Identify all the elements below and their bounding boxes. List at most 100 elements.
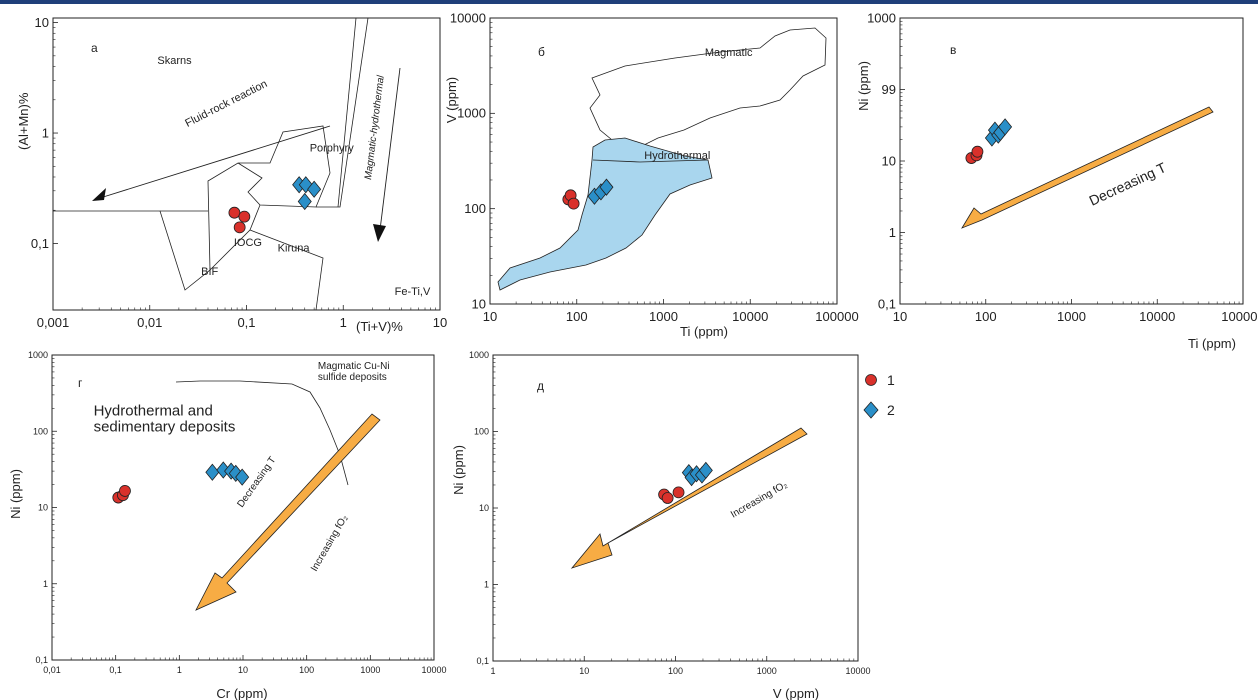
panel-d: г Decreasing T Increasing fO₂ Magmatic C… xyxy=(8,350,447,700)
panel-a-arrow-head-1 xyxy=(92,188,106,201)
data-point-group-1 xyxy=(673,487,684,498)
y-tick-label: 10 xyxy=(35,15,49,30)
data-point-group-1 xyxy=(119,485,130,496)
field-label: Hydrothermal and xyxy=(94,403,213,420)
y-tick-label: 1000 xyxy=(469,350,489,360)
data-point-group-1 xyxy=(568,198,579,209)
x-tick-label: 100 xyxy=(566,309,588,324)
x-tick-label: 10000 xyxy=(421,665,446,675)
y-tick-label: 0,1 xyxy=(476,656,489,666)
data-point-group-1 xyxy=(234,222,245,233)
panel-a-arrow-head-2 xyxy=(373,224,386,242)
x-tick-label: 1 xyxy=(490,666,495,676)
x-tick-label: 1000 xyxy=(757,666,777,676)
panel-a-letter: а xyxy=(91,41,98,55)
x-tick-label: 100000 xyxy=(1221,309,1258,324)
x-tick-label: 0,01 xyxy=(137,315,162,330)
x-tick-label: 100 xyxy=(668,666,683,676)
x-tick-label: 10000 xyxy=(732,309,768,324)
x-tick-label: 10 xyxy=(579,666,589,676)
panel-a-ylabel: (Al+Mn)% xyxy=(16,92,31,150)
panel-d-letter: г xyxy=(78,376,83,390)
y-tick-label: 10 xyxy=(882,153,896,168)
field-label: sedimentary deposits xyxy=(94,418,236,435)
y-tick-label: 1000 xyxy=(867,10,896,25)
panel-b-magmatic-field xyxy=(590,28,826,146)
data-point-group-1 xyxy=(239,211,250,222)
y-tick-label: 0,1 xyxy=(35,655,48,665)
panel-a-frame xyxy=(53,18,440,310)
y-tick-label: 100 xyxy=(464,201,486,216)
field-label: Kiruna xyxy=(278,242,311,254)
data-point-group-1 xyxy=(972,146,983,157)
panel-b: б Magmatic Hydrothermal 10 100 1000 10000 100… xyxy=(444,10,859,339)
y-tick-label: 1 xyxy=(42,125,49,140)
panel-b-xlabel: Ti (ppm) xyxy=(680,324,728,339)
panel-a-annotation-fluid: Fluid-rock reaction xyxy=(183,78,269,130)
x-tick-label: 10000 xyxy=(1139,309,1175,324)
y-tick-label: 1000 xyxy=(28,350,48,360)
legend-marker-circle xyxy=(866,375,877,386)
x-tick-label: 0,1 xyxy=(109,665,122,675)
field-label: BIF xyxy=(201,266,218,278)
panel-d-xlabel: Cr (ppm) xyxy=(216,686,267,700)
x-tick-label: 1000 xyxy=(360,665,380,675)
field-label: Hydrothermal xyxy=(644,150,710,162)
y-tick-label: 10 xyxy=(472,296,486,311)
panel-b-letter: б xyxy=(538,45,545,59)
x-tick-label: 10 xyxy=(238,665,248,675)
field-label: Skarns xyxy=(157,55,192,67)
x-tick-label: 0,01 xyxy=(43,665,61,675)
x-tick-label: 1 xyxy=(340,315,347,330)
panel-a-annotation-magmatic: Magmatic-hydrothermal xyxy=(363,74,387,180)
x-tick-label: 10 xyxy=(433,315,447,330)
field-label: sulfide deposits xyxy=(318,372,387,383)
data-point-group-1 xyxy=(229,207,240,218)
panel-e-xlabel: V (ppm) xyxy=(773,686,819,700)
field-label: Magmatic xyxy=(705,47,753,59)
x-tick-label: 0,001 xyxy=(37,315,70,330)
legend-label-2: 2 xyxy=(887,402,895,418)
y-tick-label: 0,1 xyxy=(878,296,896,311)
panel-c-annotation: Decreasing T xyxy=(1087,159,1169,209)
panel-d-arrow xyxy=(196,414,380,610)
panel-e-annotation: Increasing fO₂ xyxy=(729,479,789,520)
legend-marker-diamond xyxy=(864,402,878,418)
x-tick-label: 1000 xyxy=(1057,309,1086,324)
x-tick-label: 100 xyxy=(975,309,997,324)
y-tick-label: 0,1 xyxy=(31,236,49,251)
panel-d-annotation-fo2: Increasing fO₂ xyxy=(309,513,350,573)
panel-c-ylabel: Ni (ppm) xyxy=(856,61,871,111)
panel-c: в Decreasing T 10 100 1000 10000 100000 0,1 1 1… xyxy=(856,10,1258,351)
x-tick-label: 10000 xyxy=(845,666,870,676)
y-tick-label: 100 xyxy=(33,426,48,436)
data-point-group-2 xyxy=(206,464,219,480)
y-tick-label: 10 xyxy=(38,503,48,513)
y-tick-label: 100 xyxy=(474,427,489,437)
x-tick-label: 0,1 xyxy=(237,315,255,330)
field-label: Fe-Ti,V xyxy=(395,286,431,298)
y-tick-label: 1000 xyxy=(457,106,486,121)
panel-a-xlabel: (Ti+V)% xyxy=(356,319,403,334)
panel-b-ylabel: V (ppm) xyxy=(444,77,459,123)
y-tick-label: 1 xyxy=(43,579,48,589)
panel-e-ylabel: Ni (ppm) xyxy=(451,445,466,495)
panel-c-xlabel: Ti (ppm) xyxy=(1188,336,1236,351)
y-tick-label: 1 xyxy=(889,225,896,240)
panel-d-ylabel: Ni (ppm) xyxy=(8,469,23,519)
panel-e-letter: д xyxy=(537,379,544,393)
x-tick-label: 100000 xyxy=(815,309,858,324)
x-tick-label: 1000 xyxy=(649,309,678,324)
y-tick-label: 99 xyxy=(882,82,896,97)
panel-a: а Fluid-rock reaction Magmatic-hydrother… xyxy=(16,15,447,334)
field-label: Porphyry xyxy=(310,143,355,155)
y-tick-label: 10000 xyxy=(450,10,486,25)
panel-e: д Increasing fO₂ 1 10 100 1000 100000,111010… xyxy=(451,350,871,700)
field-label: IOCG xyxy=(234,237,262,249)
legend-label-1: 1 xyxy=(887,372,895,388)
panel-c-letter: в xyxy=(950,43,956,57)
panel-c-frame xyxy=(900,18,1243,304)
y-tick-label: 1 xyxy=(484,580,489,590)
x-tick-label: 100 xyxy=(299,665,314,675)
